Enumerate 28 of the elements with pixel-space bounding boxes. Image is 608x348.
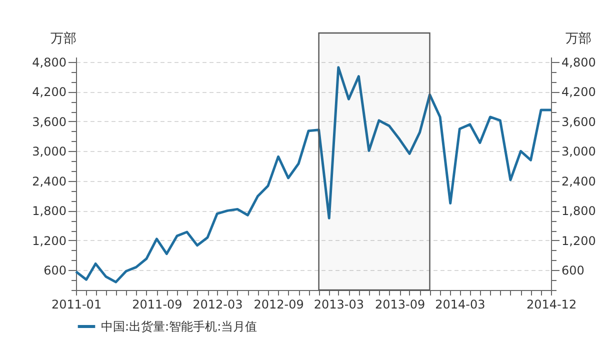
line-series: [74, 66, 552, 284]
x-tick-label: 2011-01: [51, 298, 102, 312]
y2-tick-label: 4,800: [562, 55, 596, 70]
y2-tick-label: 4,200: [562, 85, 596, 100]
y2-tick-label: 1,200: [562, 234, 596, 248]
y-tick-label: 4,200: [32, 85, 66, 100]
x-tick-label: 2012-09: [254, 298, 304, 312]
x-tick-label: 2014-12: [526, 298, 577, 312]
x-tick-label: 2011-09: [132, 298, 182, 312]
y-tick-label: 3,600: [32, 114, 66, 129]
y-tick-label: 1,200: [32, 234, 66, 248]
y2-axis-title: 万部: [566, 32, 592, 46]
y-tick-label: 3,000: [32, 144, 66, 159]
y2-tick-label: 2,400: [562, 174, 596, 188]
x-tick-label: 2014-03: [435, 298, 486, 312]
legend-label: 中国:出货量:智能手机:当月值: [101, 320, 258, 334]
x-tick-label: 2013-09: [374, 298, 426, 312]
y-tick-label: 1,800: [32, 204, 66, 218]
y-axis-title: 万部: [50, 32, 76, 46]
y2-tick-label: 600: [562, 264, 584, 278]
x-tick-label: 2013-03: [314, 298, 364, 312]
y-tick-label: 2,400: [32, 174, 66, 188]
y-tick-label: 600: [44, 264, 66, 278]
y2-tick-label: 3,000: [562, 144, 596, 159]
y2-tick-label: 1,800: [562, 204, 596, 218]
y2-tick-label: 3,600: [562, 114, 596, 129]
y-tick-label: 4,800: [32, 55, 66, 70]
x-tick-label: 2012-03: [192, 298, 243, 312]
